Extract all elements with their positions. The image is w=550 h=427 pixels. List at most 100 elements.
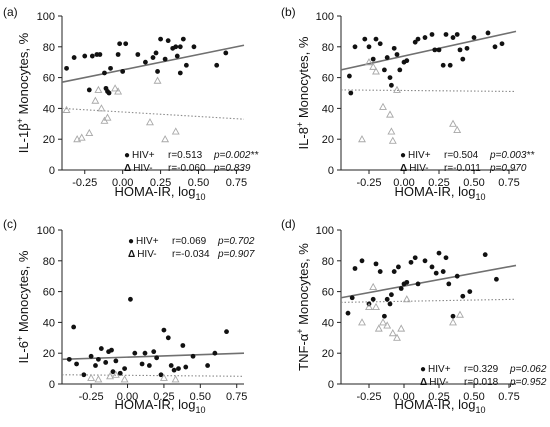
data-point (142, 350, 148, 356)
data-point (158, 36, 163, 42)
data-point (117, 41, 123, 47)
legend-series-name: HIV- (137, 249, 156, 260)
y-axis-label-main: IL-1β (16, 123, 31, 153)
legend-entry: ● HIV+ r=0.513 p=0.002** (124, 150, 259, 161)
x-axis-label: HOMA-IR, log10 (115, 397, 206, 415)
data-point (415, 281, 421, 287)
y-axis-label-rest: Monocytes, % (16, 250, 31, 336)
data-point (359, 258, 365, 264)
y-tick-label: 0 (49, 379, 55, 391)
y-axis-label-rest: Monocytes, % (16, 32, 31, 118)
data-point (224, 329, 229, 335)
panel-label: (c) (3, 217, 17, 231)
panel-label: (b) (281, 5, 296, 19)
data-point (223, 50, 229, 56)
legend-r-value: r=-0.034 (172, 249, 210, 260)
x-axis-label: HOMA-IR, log10 (395, 184, 486, 202)
panel-c: (c) 0 20 40 60 80 100 -0.25 0.00 0.25 0.50 0.75 IL-6… (3, 217, 255, 415)
data-point (143, 59, 148, 65)
data-point (377, 269, 383, 274)
data-point (87, 373, 96, 381)
data-point (146, 363, 152, 368)
data-point (171, 127, 180, 135)
y-tick-label: 60 (322, 287, 334, 299)
data-point (352, 44, 358, 50)
data-point (387, 301, 393, 307)
panel-label: (d) (281, 217, 296, 231)
data-point (389, 82, 394, 88)
y-tick-label: 100 (37, 11, 55, 23)
data-point (111, 84, 120, 92)
data-point (128, 296, 133, 302)
data-point (108, 65, 113, 71)
legend-r-value: r=0.069 (172, 236, 207, 247)
data-point (205, 363, 211, 368)
fit-line-HIVneg (340, 298, 517, 303)
y-axis-label-sup: + (295, 122, 305, 127)
x-tick-label: -0.25 (356, 391, 381, 403)
legend-p-value: p=0.970 (489, 163, 527, 174)
data-point (91, 96, 100, 104)
y-tick-label: 100 (316, 225, 334, 237)
x-axis-label: HOMA-IR, log10 (115, 184, 206, 202)
legend-marker: Δ (124, 163, 131, 174)
data-point (168, 363, 174, 368)
x-tick-label: -0.25 (356, 177, 381, 189)
data-point (383, 321, 392, 329)
data-point (432, 47, 438, 53)
data-point (110, 369, 116, 375)
y-tick-label: 40 (322, 103, 334, 115)
data-point (120, 375, 129, 383)
legend: ● HIV+ r=0.329 p=0.062 Δ HIV-r=0.018 p=0.952 (420, 364, 547, 388)
legend-entry: Δ HIV-r=-0.060 p=0.839 (124, 163, 251, 174)
y-tick-label: 40 (43, 317, 55, 329)
data-point (372, 302, 380, 311)
data-point (436, 250, 442, 256)
data-point (449, 119, 457, 127)
data-point (422, 35, 428, 40)
y-tick-label: 80 (322, 42, 334, 54)
data-point (94, 375, 103, 383)
data-point (154, 355, 160, 361)
y-axis-label-main: IL-8 (296, 127, 311, 149)
data-point (94, 85, 103, 93)
data-point (358, 135, 366, 143)
x-tick-label: -0.25 (72, 177, 97, 189)
y-tick-label: 60 (322, 73, 334, 85)
data-point (64, 65, 69, 71)
data-point (103, 113, 112, 121)
x-axis-label-main: HOMA-IR, log (115, 397, 196, 412)
y-tick-label: 100 (37, 225, 55, 237)
fit-line-HIVpos (61, 44, 245, 84)
legend-r-value: r=0.513 (168, 150, 203, 161)
data-point (114, 87, 123, 95)
fit-line-HIVneg (61, 374, 245, 377)
series-HIVneg (358, 282, 464, 341)
data-point (155, 69, 160, 74)
y-axis-label-sup: + (15, 118, 25, 123)
legend-r-value: r=-0.011 (444, 163, 481, 174)
y-axis-label: IL-6+ Monocytes, % (15, 250, 31, 363)
x-axis-label-main: HOMA-IR, log (395, 397, 476, 412)
y-tick-label: 0 (49, 165, 55, 177)
x-tick-label: 0.50 (190, 391, 211, 403)
data-point (159, 373, 168, 381)
data-point (162, 56, 168, 62)
legend-marker: ● (124, 150, 130, 161)
data-point (499, 41, 505, 47)
data-point (146, 118, 154, 126)
legend-series-name: HIV+ (408, 150, 431, 161)
data-point (369, 62, 378, 70)
panel-label: (a) (3, 5, 18, 19)
data-point (443, 255, 449, 261)
legend-r-value: r=0.504 (444, 150, 479, 161)
x-axis-label-sub: 10 (475, 192, 485, 202)
data-point (454, 32, 460, 37)
legend: ● HIV+ r=0.069 p=0.702 Δ HIV-r=-0.034 p=0.907 (128, 236, 255, 260)
x-tick-label: 0.75 (498, 177, 519, 189)
data-point (370, 56, 376, 62)
data-point (447, 62, 453, 68)
fit-line-HIVpos (340, 264, 517, 299)
legend-p-value: p=0.062 (509, 364, 547, 375)
